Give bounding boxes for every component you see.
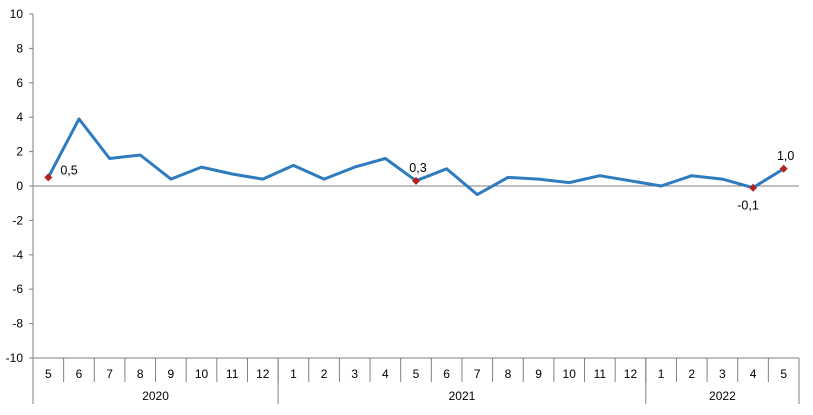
data-point	[77, 117, 81, 121]
x-tick-label: 11	[226, 367, 239, 381]
highlight-marker	[44, 173, 53, 182]
y-tick-label: 10	[10, 7, 24, 21]
data-label: 0,3	[409, 161, 426, 175]
x-tick-label: 2	[688, 367, 695, 381]
data-point	[445, 167, 448, 170]
x-tick-label: 5	[45, 367, 52, 381]
y-tick-label: 6	[16, 76, 23, 90]
y-axis: 10 8 6 4 2 0 -2 -4 -6 -8 -10	[6, 7, 34, 404]
y-tick-label: 2	[16, 145, 23, 159]
data-labels: 0,5 0,3 -0,1 1,0	[44, 149, 794, 213]
data-label: 0,5	[60, 163, 77, 177]
x-tick-label: 11	[594, 367, 607, 381]
x-tick-label: 7	[106, 367, 113, 381]
x-tick-label: 2	[321, 367, 328, 381]
x-year-label: 2021	[449, 389, 476, 403]
x-tick-label: 3	[351, 367, 358, 381]
y-tick-label: -8	[12, 317, 23, 331]
x-tick-label: 12	[256, 367, 270, 381]
data-point	[322, 177, 326, 181]
data-point	[476, 193, 479, 196]
y-tick-label: -10	[6, 351, 24, 365]
y-tick-label: -6	[12, 282, 23, 296]
x-tick-label: 8	[137, 367, 144, 381]
x-tick-label: 1	[658, 367, 665, 381]
highlight-marker	[412, 176, 420, 185]
x-year-label: 2020	[142, 389, 169, 403]
data-point	[537, 177, 540, 181]
x-tick-label: 10	[563, 367, 577, 381]
data-point	[568, 181, 571, 184]
data-point	[629, 179, 632, 183]
data-point	[659, 184, 663, 188]
x-tick-label: 5	[413, 367, 420, 381]
x-tick-label: 12	[624, 367, 638, 381]
highlight-marker	[749, 183, 758, 192]
x-tick-label: 4	[750, 367, 757, 381]
y-tick-label: -2	[12, 213, 23, 227]
y-tick-label: 8	[16, 41, 23, 55]
data-point	[506, 176, 510, 179]
y-tick-label: 4	[16, 110, 23, 124]
data-label: 1,0	[777, 149, 794, 163]
x-tick-label: 7	[474, 367, 481, 381]
x-tick-label: 4	[382, 367, 389, 381]
x-tick-label: 3	[719, 367, 726, 381]
data-point	[353, 165, 356, 169]
x-tick-label: 9	[168, 367, 175, 381]
highlight-marker	[779, 164, 788, 173]
x-tick-label: 5	[780, 367, 787, 381]
data-point	[169, 177, 173, 181]
data-point	[261, 177, 264, 181]
y-tick-label: -4	[12, 248, 23, 262]
data-point	[292, 164, 295, 167]
data-point	[690, 174, 693, 177]
data-point	[598, 174, 602, 177]
x-tick-label: 9	[535, 367, 542, 381]
data-point	[230, 172, 234, 176]
data-point	[108, 157, 111, 160]
y-tick-label: 0	[16, 179, 23, 193]
x-tick-label: 8	[505, 367, 512, 381]
data-point	[384, 157, 387, 160]
x-year-label: 2022	[709, 389, 736, 403]
data-point	[200, 165, 203, 169]
x-tick-label: 6	[443, 367, 450, 381]
x-tick-label: 6	[76, 367, 83, 381]
data-point	[721, 177, 724, 181]
x-tick-label: 10	[195, 367, 209, 381]
data-label: -0,1	[737, 199, 759, 213]
data-point	[139, 153, 142, 157]
x-tick-label: 1	[290, 367, 297, 381]
